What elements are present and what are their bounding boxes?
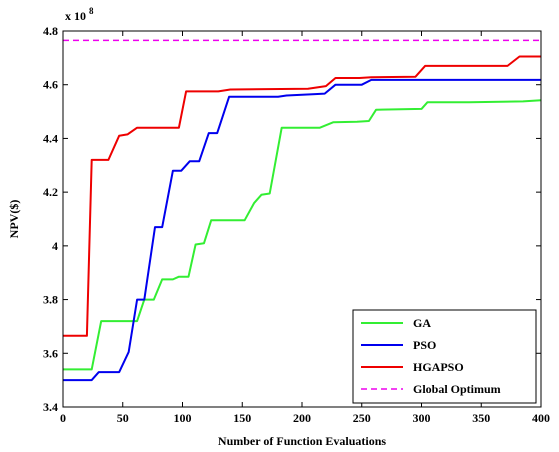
legend-box xyxy=(352,309,537,404)
legend: GA PSO HGAPSO Global Optimum xyxy=(352,309,537,404)
y-tick-label: 4.4 xyxy=(43,131,58,145)
y-ticks: 3.4 3.6 3.8 4 4.2 4.4 4.6 4.8 xyxy=(43,24,541,414)
x-tick-label: 0 xyxy=(60,411,66,425)
y-tick-label: 3.8 xyxy=(43,293,58,307)
x-tick-label: 100 xyxy=(174,411,192,425)
x-tick-label: 300 xyxy=(413,411,431,425)
exponent-power: 8 xyxy=(89,6,94,16)
y-exponent-label: x 10 8 xyxy=(65,6,94,23)
y-tick-label: 4 xyxy=(52,239,58,253)
x-ticks: 0 50 100 150 200 250 300 350 400 xyxy=(60,31,550,425)
y-tick-label: 3.6 xyxy=(43,346,58,360)
y-tick-label: 4.8 xyxy=(43,24,58,38)
exponent-base: x 10 xyxy=(65,9,86,23)
x-tick-label: 200 xyxy=(293,411,311,425)
y-tick-label: 3.4 xyxy=(43,400,58,414)
y-tick-label: 4.6 xyxy=(43,78,58,92)
series-line-hgapso xyxy=(63,55,541,337)
legend-label: HGAPSO xyxy=(413,360,464,374)
x-tick-label: 250 xyxy=(353,411,371,425)
series-line-pso xyxy=(63,78,541,382)
legend-label: GA xyxy=(413,316,431,330)
x-tick-label: 400 xyxy=(532,411,550,425)
x-tick-label: 50 xyxy=(117,411,129,425)
legend-label: Global Optimum xyxy=(413,382,501,396)
legend-label: PSO xyxy=(413,338,436,352)
x-tick-label: 350 xyxy=(472,411,490,425)
x-tick-label: 150 xyxy=(233,411,251,425)
x-axis-label: Number of Function Evaluations xyxy=(218,434,386,448)
y-axis-label: NPV($) xyxy=(7,200,21,239)
series-line-ga xyxy=(63,99,542,371)
plot-lines xyxy=(63,39,542,382)
y-tick-label: 4.2 xyxy=(43,185,58,199)
